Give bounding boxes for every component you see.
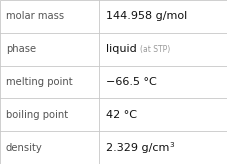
Text: 42 °C: 42 °C — [106, 110, 136, 120]
Text: melting point: melting point — [6, 77, 72, 87]
Text: liquid: liquid — [106, 44, 136, 54]
Text: phase: phase — [6, 44, 36, 54]
Text: molar mass: molar mass — [6, 11, 64, 21]
Text: 3: 3 — [169, 142, 173, 148]
Text: boiling point: boiling point — [6, 110, 67, 120]
Text: 144.958 g/mol: 144.958 g/mol — [106, 11, 186, 21]
Text: (at STP): (at STP) — [140, 45, 170, 54]
Text: −66.5 °C: −66.5 °C — [106, 77, 156, 87]
Text: density: density — [6, 143, 42, 153]
Text: 2.329 g/cm: 2.329 g/cm — [106, 143, 169, 153]
